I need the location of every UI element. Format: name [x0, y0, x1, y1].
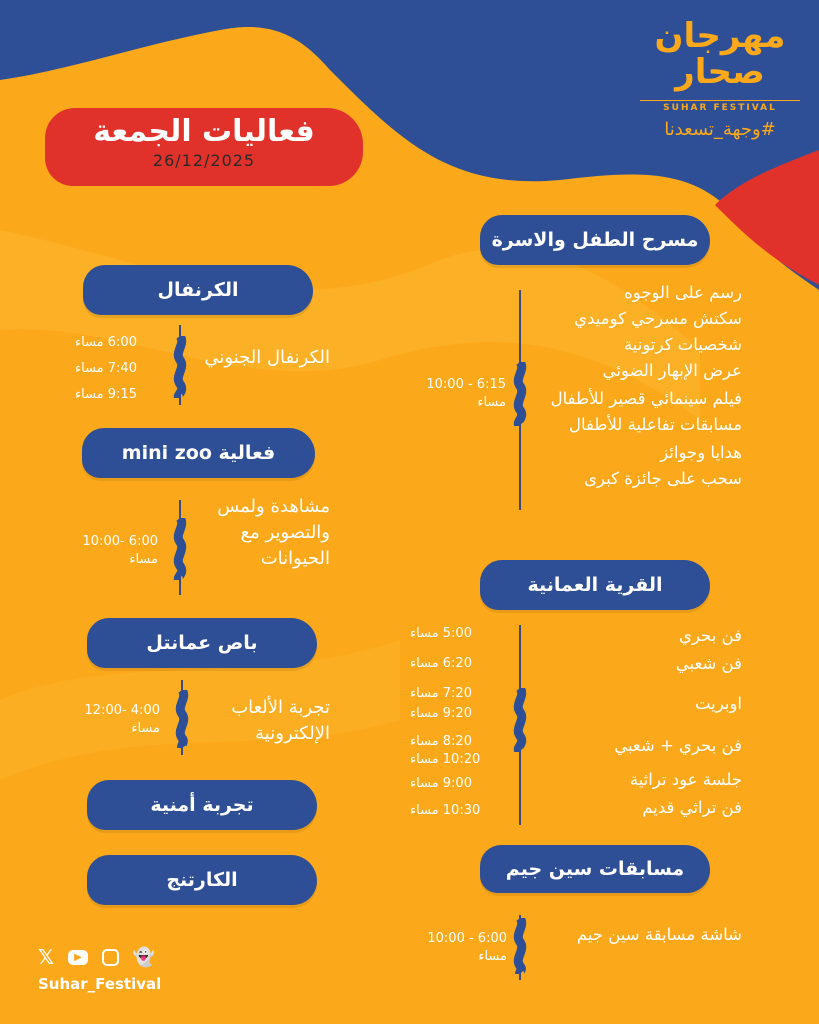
list-item: سكتش مسرحي كوميدي: [574, 309, 742, 328]
event-date: 26/12/2025: [152, 151, 256, 170]
time: 6:00 مساء: [75, 335, 137, 350]
time: 9:20 مساء: [410, 706, 472, 721]
section-karting: الكارتنج: [87, 855, 317, 905]
social-links: 𝕏 ▶ 👻 Suhar_Festival: [38, 945, 161, 993]
wave-icon: [513, 918, 527, 974]
section-security-experience: تجربة أمنية: [87, 780, 317, 830]
section-child-theatre: مسرح الطفل والاسرة: [480, 215, 710, 265]
section-omani-village: القرية العمانية: [480, 560, 710, 610]
mini-zoo-item: مشاهدة ولمس والتصوير مع الحيوانات: [217, 496, 330, 569]
list-item: اوبريت: [694, 694, 742, 713]
time: 8:20 مساء: [410, 734, 472, 749]
mini-zoo-time: 10:00- 6:00 مساء: [70, 533, 158, 569]
section-carnival: الكرنفال: [83, 265, 313, 315]
omani-village-list: فن بحري فن شعبي اوبريت فن بحري + شعبي جل…: [530, 622, 742, 822]
hashtag: #وجهة_تسعدنا: [664, 119, 776, 140]
time-period: مساء: [478, 949, 507, 964]
section-sin-jim: مسابقات سين جيم: [480, 845, 710, 893]
time: 10:20 مساء: [410, 752, 481, 767]
list-item: جلسة عود تراثية: [629, 770, 742, 789]
omantel-bus-item: تجربة الألعاب الإلكترونية: [231, 697, 330, 744]
list-item: فن تراثي قديم: [642, 798, 742, 817]
logo-english: SUHAR FESTIVAL: [640, 100, 800, 113]
list-item: سحب على جائزة كبرى: [584, 469, 742, 488]
list-item: فن شعبي: [675, 654, 742, 673]
list-item: هدايا وجوائز: [660, 443, 742, 462]
section-mini-zoo: فعالية mini zoo: [82, 428, 315, 478]
youtube-icon[interactable]: ▶: [68, 949, 88, 965]
wave-icon: [513, 362, 527, 426]
time: 10:30 مساء: [410, 803, 481, 818]
child-theatre-list: رسم على الوجوه سكتش مسرحي كوميدي شخصيات …: [530, 280, 742, 492]
x-icon[interactable]: 𝕏: [38, 945, 55, 969]
sin-jim-item: شاشة مسابقة سين جيم: [576, 925, 742, 944]
wave-icon: [175, 690, 189, 748]
wave-icon: [173, 336, 187, 398]
time-period: مساء: [131, 721, 160, 736]
time-period: مساء: [129, 552, 158, 567]
time: 5:00 مساء: [410, 626, 472, 641]
wave-icon: [173, 518, 187, 580]
carnival-item: الكرنفال الجنوني: [204, 347, 330, 368]
sin-jim-time: 10:00 - 6:00 مساء: [415, 930, 507, 966]
time-range: 10:00 - 6:00: [427, 931, 507, 946]
section-omantel-bus: باص عمانتل: [87, 618, 317, 668]
omantel-bus-time: 12:00- 4:00 مساء: [72, 702, 160, 738]
list-item: فيلم سينمائي قصير للأطفال: [550, 389, 742, 408]
carnival-times: 6:00 مساء 7:40 مساء 9:15 مساء: [75, 330, 165, 408]
social-handle[interactable]: Suhar_Festival: [38, 975, 162, 993]
time-range: 10:00- 6:00: [82, 534, 158, 549]
suhar-festival-logo: مهرجان صحار SUHAR FESTIVAL #وجهة_تسعدنا: [640, 18, 800, 140]
time: 7:20 مساء: [410, 686, 472, 701]
title-banner: فعاليات الجمعة 26/12/2025: [45, 108, 363, 186]
logo-arabic: مهرجان صحار: [654, 16, 786, 92]
time: 7:40 مساء: [75, 361, 137, 376]
list-item: فن بحري + شعبي: [614, 736, 742, 755]
list-item: مسابقات تفاعلية للأطفال: [568, 415, 742, 434]
instagram-icon[interactable]: [101, 948, 119, 966]
page-title: فعاليات الجمعة: [93, 114, 315, 149]
snapchat-icon[interactable]: 👻: [132, 946, 156, 968]
wave-icon: [513, 688, 527, 752]
child-theatre-time: 10:00 - 6:15 مساء: [420, 376, 506, 412]
time: 9:00 مساء: [410, 776, 472, 791]
list-item: رسم على الوجوه: [624, 283, 742, 302]
time-period: مساء: [477, 395, 506, 410]
list-item: شخصيات كرتونية: [623, 335, 742, 354]
time: 6:20 مساء: [410, 656, 472, 671]
time: 9:15 مساء: [75, 387, 137, 402]
time-range: 10:00 - 6:15: [426, 377, 506, 392]
list-item: فن بحري: [679, 626, 742, 645]
list-item: عرض الإبهار الضوئي: [602, 361, 742, 380]
time-range: 12:00- 4:00: [84, 703, 160, 718]
